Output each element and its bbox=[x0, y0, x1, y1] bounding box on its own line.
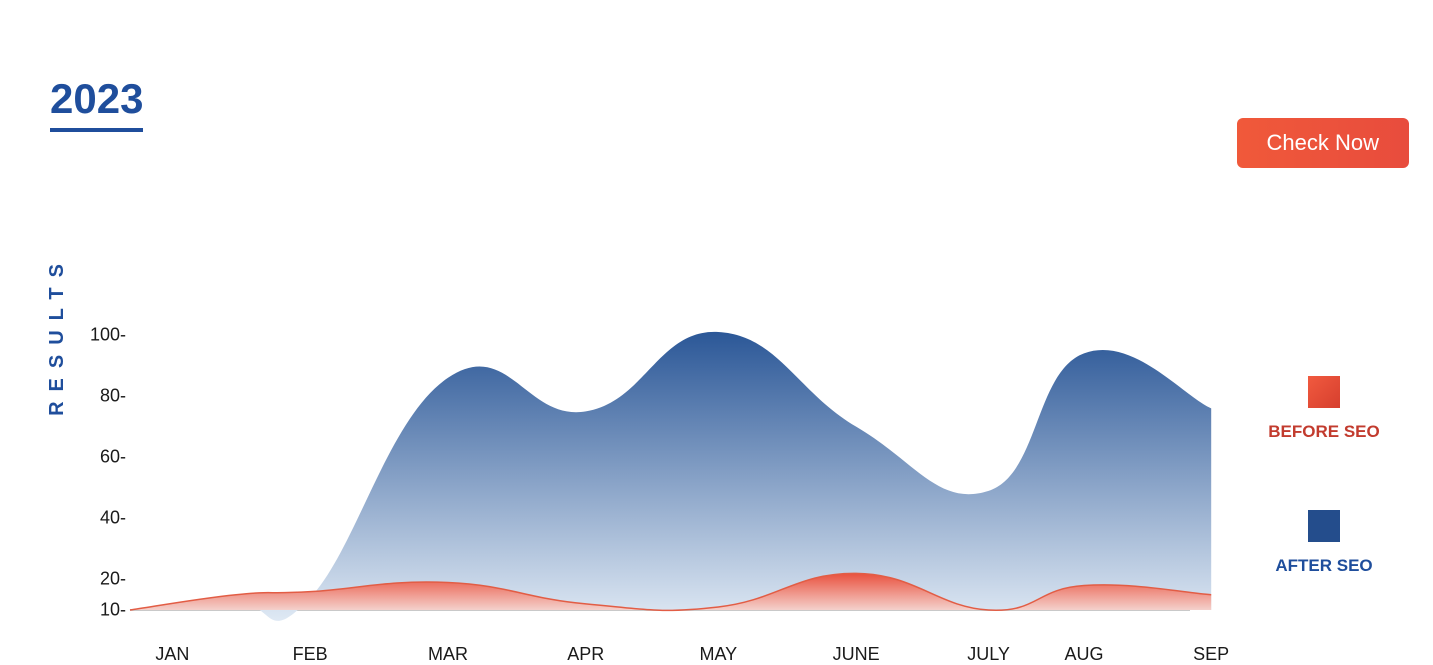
legend-swatch-before bbox=[1308, 376, 1340, 408]
y-tick: 60- bbox=[100, 447, 126, 468]
x-tick: SEP bbox=[1193, 644, 1229, 665]
y-tick: 10- bbox=[100, 600, 126, 621]
y-tick: 100- bbox=[90, 325, 126, 346]
y-tick: 80- bbox=[100, 386, 126, 407]
x-tick: MAY bbox=[699, 644, 737, 665]
after-seo-area bbox=[130, 332, 1211, 621]
y-tick: 20- bbox=[100, 569, 126, 590]
x-tick: JUNE bbox=[833, 644, 880, 665]
check-now-button[interactable]: Check Now bbox=[1237, 118, 1409, 168]
y-tick: 40- bbox=[100, 508, 126, 529]
x-tick: JAN bbox=[155, 644, 189, 665]
legend-item-before: BEFORE SEO bbox=[1239, 376, 1409, 442]
x-tick: APR bbox=[567, 644, 604, 665]
y-axis-ticks: 10-20-40-60-80-100- bbox=[86, 335, 130, 610]
chart-svg bbox=[130, 335, 1190, 610]
legend-item-after: AFTER SEO bbox=[1239, 510, 1409, 576]
x-tick: FEB bbox=[293, 644, 328, 665]
legend-swatch-after bbox=[1308, 510, 1340, 542]
x-tick: JULY bbox=[967, 644, 1010, 665]
seo-area-chart: 10-20-40-60-80-100- JANFEBMARAPRMAYJUNEJ… bbox=[130, 335, 1190, 610]
x-tick: MAR bbox=[428, 644, 468, 665]
x-tick: AUG bbox=[1064, 644, 1103, 665]
y-axis-label: RESULTS bbox=[46, 254, 69, 416]
chart-legend: BEFORE SEO AFTER SEO bbox=[1239, 376, 1409, 644]
year-title: 2023 bbox=[50, 78, 143, 132]
legend-label-before: BEFORE SEO bbox=[1239, 422, 1409, 442]
legend-label-after: AFTER SEO bbox=[1239, 556, 1409, 576]
